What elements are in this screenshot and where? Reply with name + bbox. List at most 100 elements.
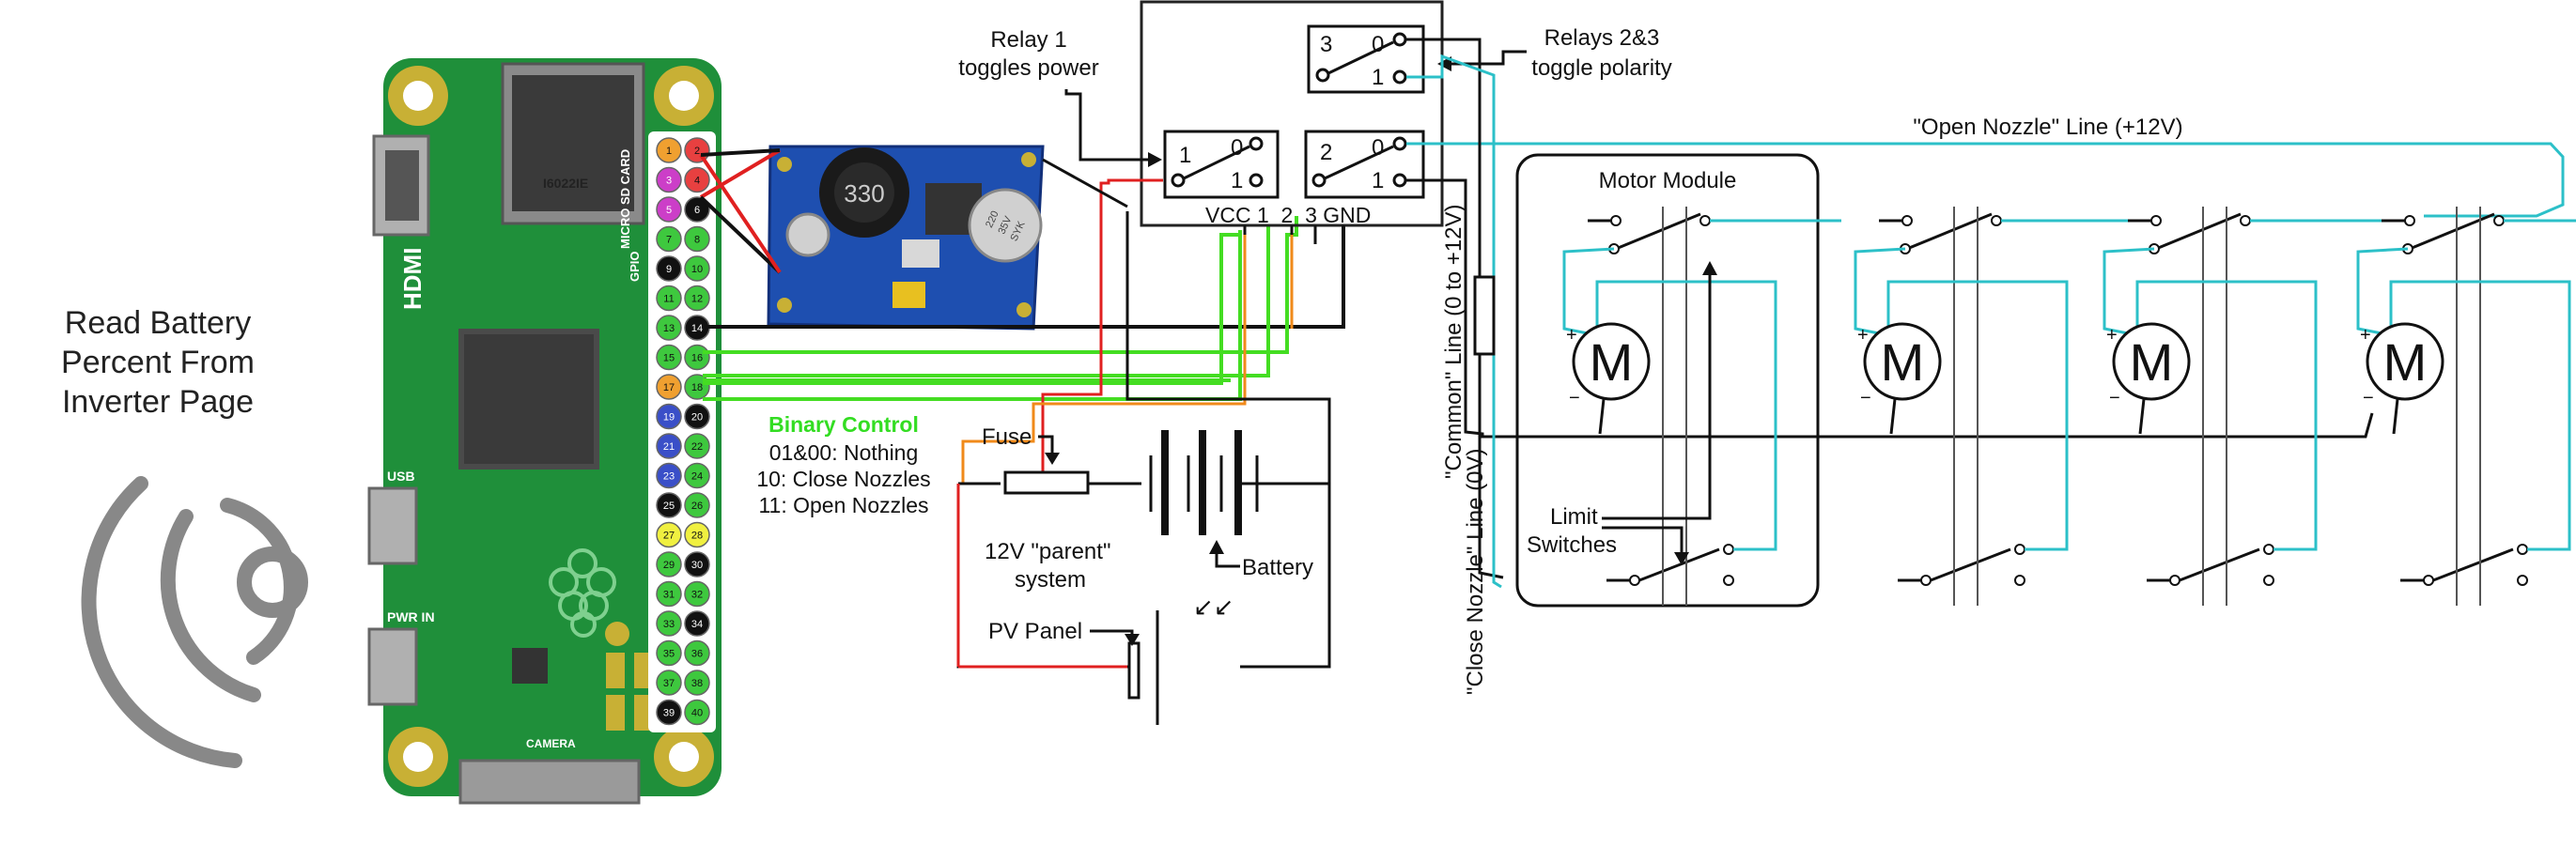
motor-unit: M + − [1854, 207, 2133, 606]
gpio-pin [656, 374, 682, 400]
svg-text:Binary Control: Binary Control [768, 412, 919, 437]
gpio-pin [656, 315, 682, 341]
svg-text:VCC 1 2 3 GND: VCC 1 2 3 GND [1205, 203, 1371, 227]
gpio-pin [656, 433, 682, 459]
gpio-pin [684, 255, 710, 282]
gpio-pin [684, 433, 710, 459]
gpio-pin-label: 35 [663, 649, 675, 660]
motor-icon [2112, 322, 2191, 401]
wireless-signal-icon [81, 476, 308, 768]
relay-3 [1307, 24, 1425, 94]
raspberry-logo-icon [549, 548, 616, 638]
gpio-pin [684, 492, 710, 518]
gpio-pin-label: 38 [691, 678, 703, 689]
gpio-pin-label: 3 [666, 176, 672, 187]
gpio-pin-label: 26 [691, 500, 703, 512]
buck-converter-module: 330 220 35V SYK [767, 145, 1045, 331]
gpio-pin [684, 580, 710, 608]
motor-icon [1572, 322, 1651, 401]
svg-text:I6022IE: I6022IE [543, 176, 588, 191]
motor-minus: − [2363, 388, 2374, 408]
limit-arrow-upper [1602, 268, 1712, 520]
svg-text:0: 0 [1372, 32, 1384, 57]
gpio-pin-label: 36 [691, 649, 703, 660]
svg-text:1: 1 [1231, 168, 1243, 193]
gpio-pin-label: 12 [691, 294, 703, 305]
gpio-pin [684, 521, 710, 548]
svg-text:2: 2 [1320, 140, 1332, 165]
gpio-pin [656, 551, 682, 578]
gpio-pin-label: 21 [663, 441, 675, 453]
svg-text:MICRO SD CARD: MICRO SD CARD [618, 149, 632, 249]
svg-text:12V "parent": 12V "parent" [985, 539, 1110, 564]
relay-1 [1163, 130, 1280, 199]
gpio-pin-label: 29 [663, 560, 675, 571]
svg-text:330: 330 [844, 179, 884, 208]
gpio-pin-label: 11 [663, 294, 674, 305]
svg-text:0: 0 [1372, 135, 1384, 161]
motor-icon [2366, 322, 2444, 401]
gpio-pin-label: 20 [691, 412, 703, 424]
motor-plus: + [1566, 325, 1577, 346]
svg-text:USB: USB [387, 469, 415, 484]
gpio-pin [684, 610, 710, 637]
gpio-pin-label: 22 [691, 441, 703, 453]
gpio-pin-label: 32 [691, 590, 703, 601]
svg-text:01&00: Nothing: 01&00: Nothing [769, 440, 919, 465]
close-nozzle-line-label: "Close Nozzle" Line (0V) [1463, 449, 1488, 695]
svg-text:Percent From: Percent From [61, 345, 255, 380]
relay1-note: Relay 1 toggles power [958, 27, 1098, 81]
gpio-pin-label: 24 [691, 471, 703, 483]
motor-unit: M + − [1562, 207, 1841, 606]
svg-text:PWR IN: PWR IN [387, 609, 435, 624]
motor-minus: − [2109, 388, 2120, 408]
gpio-pin [656, 610, 682, 637]
relay-2 [1304, 130, 1425, 199]
camera-connector [458, 759, 641, 805]
gpio-pin [656, 670, 682, 696]
gpio-pin [684, 166, 710, 193]
svg-text:3: 3 [1320, 32, 1332, 57]
svg-text:1: 1 [1179, 143, 1191, 168]
gpio-pin-label: 15 [663, 353, 675, 364]
gpio-pin-label: 37 [663, 678, 675, 689]
gpio-pin [656, 255, 682, 282]
gpio-pin [656, 462, 682, 489]
gpio-pin [684, 285, 710, 312]
gpio-pin-label: 9 [666, 264, 672, 275]
gpio-pin-label: 27 [663, 531, 675, 542]
gpio-header [648, 131, 716, 732]
gpio-pin-label: 14 [691, 323, 703, 334]
gpio-pin-label: 31 [663, 590, 675, 601]
svg-text:GPIO: GPIO [628, 251, 642, 282]
relays23-arrow [1447, 50, 1527, 66]
svg-text:Inverter Page: Inverter Page [62, 384, 254, 420]
motor-module-label: Motor Module [1599, 168, 1737, 193]
gpio-pin-label: 19 [663, 412, 675, 424]
gpio-pin-label: 13 [663, 323, 675, 334]
svg-text:HDMI: HDMI [398, 248, 427, 310]
svg-text:CAMERA: CAMERA [526, 737, 576, 750]
gpio-pin [656, 344, 682, 371]
gpio-pin [684, 403, 710, 430]
gpio-pin [684, 551, 710, 578]
gpio-pin-label: 4 [694, 176, 700, 187]
battery-symbol [1149, 430, 1259, 535]
common-line-label: "Common" Line (0 to +12V) [1441, 204, 1466, 479]
control-wires [703, 216, 1345, 401]
read-battery-label: Read Battery Percent From Inverter Page [61, 305, 255, 420]
gpio-pin-label: 23 [663, 471, 675, 483]
gpio-pin [656, 225, 682, 253]
gpio-pin-label: 40 [691, 708, 703, 719]
gpio-pin [684, 462, 710, 489]
nozzle-lines [1406, 38, 2565, 589]
motor-icon [1863, 322, 1942, 401]
motor-unit: M + − [2103, 207, 2382, 606]
motor-plus: + [1857, 325, 1869, 346]
relay-board [1140, 0, 1444, 244]
gpio-pin [656, 639, 682, 667]
gpio-pin [684, 225, 710, 253]
gpio-pin-label: 6 [694, 205, 700, 216]
svg-text:1: 1 [1372, 65, 1384, 90]
